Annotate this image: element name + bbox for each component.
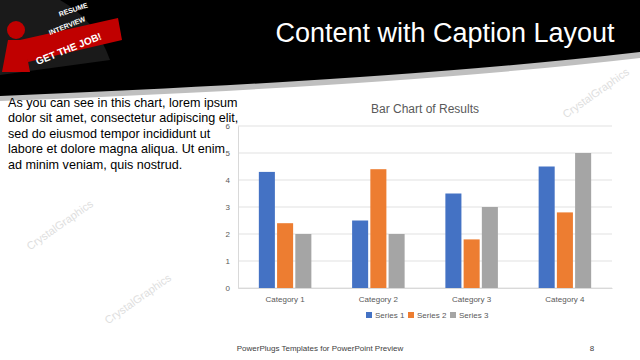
grid-line [238,288,612,289]
x-tick-label: Category 2 [359,295,399,304]
bar [482,207,498,288]
chart-title: Bar Chart of Results [371,102,479,116]
y-tick: 4 [226,176,238,185]
y-tick: 3 [226,203,238,212]
watermark: CrystalGraphics [560,65,631,120]
x-axis: Category 1 Category 2 Category 3 Category 4 [239,288,613,304]
bar [259,172,275,288]
x-tick-label: Category 1 [266,295,306,304]
x-axis-line [239,288,613,289]
header-band [0,0,640,96]
bar [370,169,386,288]
y-tick-label: 3 [226,203,231,212]
grid-line [238,234,612,235]
x-tick: Category 3 [452,288,492,304]
bar [389,234,405,288]
y-tick-label: 4 [226,176,231,185]
y-tick: 5 [226,149,238,158]
y-tick-label: 2 [226,230,231,239]
y-tick-label: 0 [226,284,231,293]
x-tick-label: Category 4 [545,295,585,304]
logo-figure-body [2,40,30,72]
logo-figure [7,21,25,39]
watermark: CrystalGraphics [24,197,95,252]
legend-label: Series 1 [375,311,405,320]
grid-line [238,126,612,127]
grid-line [238,207,612,208]
y-tick: 2 [226,230,238,239]
x-tick: Category 4 [545,288,585,304]
header-shadow [0,0,640,101]
legend-label: Series 2 [417,311,447,320]
y-tick: 1 [226,257,238,266]
bar [277,223,293,288]
bars [259,153,591,288]
x-tick: Category 1 [266,288,306,304]
y-axis-line [238,127,239,289]
logo-text: RESUME [58,2,89,18]
bar [539,167,555,289]
legend-swatch [408,312,414,318]
caption: As you can see in this chart, lorem ipsu… [8,96,240,173]
bar [445,194,461,289]
y-tick-label: 5 [226,149,231,158]
y-tick: 0 [226,284,238,293]
grid-line [238,153,612,154]
logo: RESUMEINTERVIEWGET THE JOB! [0,0,122,75]
bar [575,153,591,288]
bar [352,221,368,289]
grid [238,126,612,288]
logo-text: INTERVIEW [48,15,87,36]
x-tick: Category 2 [359,288,399,304]
bar [557,212,573,288]
legend-swatch [366,312,372,318]
legend-swatch [450,312,456,318]
y-tick-label: 1 [226,257,231,266]
grid-line [238,180,612,181]
slide-title: Content with Caption Layout [275,18,615,48]
x-tick-label: Category 3 [452,295,492,304]
bar [464,239,480,288]
y-axis: 0123456 [226,122,239,293]
grid-line [238,261,612,262]
legend-label: Series 3 [459,311,489,320]
footer: PowerPlugs Templates for PowerPoint Prev… [237,344,404,353]
bar [295,234,311,288]
logo-text: GET THE JOB! [34,31,103,67]
page-number: 8 [590,344,595,353]
watermark: CrystalGraphics [102,271,173,326]
legend: Series 1 Series 2 Series 3 [366,311,489,320]
